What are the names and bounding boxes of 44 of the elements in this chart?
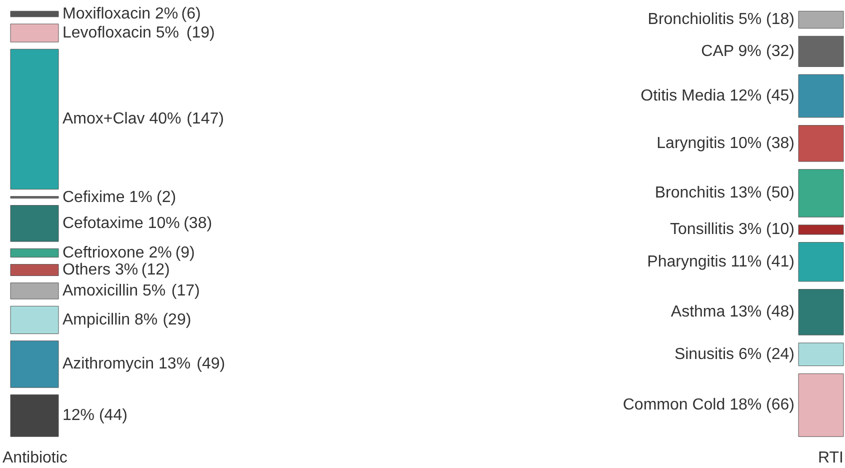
data-label: (24) (766, 346, 794, 363)
category-label: Levofloxacin 5% (62, 24, 180, 42)
category-label: Ceftrioxone 2% (62, 244, 172, 262)
data-label: (48) (766, 304, 794, 321)
category-label: CAP 9% (701, 42, 762, 60)
category-label: Amoxicillin 5% (62, 282, 166, 300)
data-label: (32) (766, 42, 794, 60)
data-label: (18) (766, 11, 794, 28)
data-label: (19) (186, 24, 215, 42)
category-label: Otitis Media 12% (640, 87, 762, 104)
data-label: (44) (98, 407, 128, 424)
data-label: (49) (196, 356, 226, 373)
category-label: Cefotaxime 10% (62, 214, 180, 232)
data-label: (6) (181, 5, 201, 22)
category-label: Azithromycin 13% (62, 356, 191, 373)
category-label: Ampicillin 8% (62, 311, 158, 328)
category-label: Amox+Clav 40% (62, 110, 182, 128)
data-label: (9) (175, 244, 195, 262)
category-label: Sinusitis 6% (674, 346, 762, 363)
category-label: Common Cold 18% (622, 396, 762, 414)
text: Antibiotic (2, 449, 68, 466)
data-label: (66) (766, 396, 794, 414)
category-label: Pharyngitis 11% (647, 253, 762, 270)
data-label: (29) (162, 311, 192, 328)
category-label: Moxifloxacin 2% (62, 5, 178, 22)
category-label: Bronchiolitis 5% (648, 11, 762, 28)
category-label: Others 3% (62, 262, 138, 279)
category-label: Tonsillitis 3% (670, 221, 762, 238)
text: RTI (818, 449, 844, 466)
category-label: 12% (62, 407, 95, 424)
data-label: (147) (186, 110, 224, 128)
category-label: Bronchitis 13% (654, 184, 762, 202)
data-label: (12) (141, 262, 170, 279)
category-label: Asthma 13% (670, 304, 762, 321)
category-label: Laryngitis 10% (656, 134, 762, 152)
data-label: (50) (766, 184, 794, 202)
category-label: Cefixime 1% (62, 188, 152, 206)
data-label: (38) (184, 214, 212, 232)
data-label: (17) (171, 282, 200, 300)
data-label: (41) (766, 253, 794, 270)
data-label: (10) (766, 221, 794, 238)
data-label: (38) (766, 134, 794, 152)
data-label: (45) (766, 87, 794, 104)
data-label: (2) (156, 188, 176, 206)
